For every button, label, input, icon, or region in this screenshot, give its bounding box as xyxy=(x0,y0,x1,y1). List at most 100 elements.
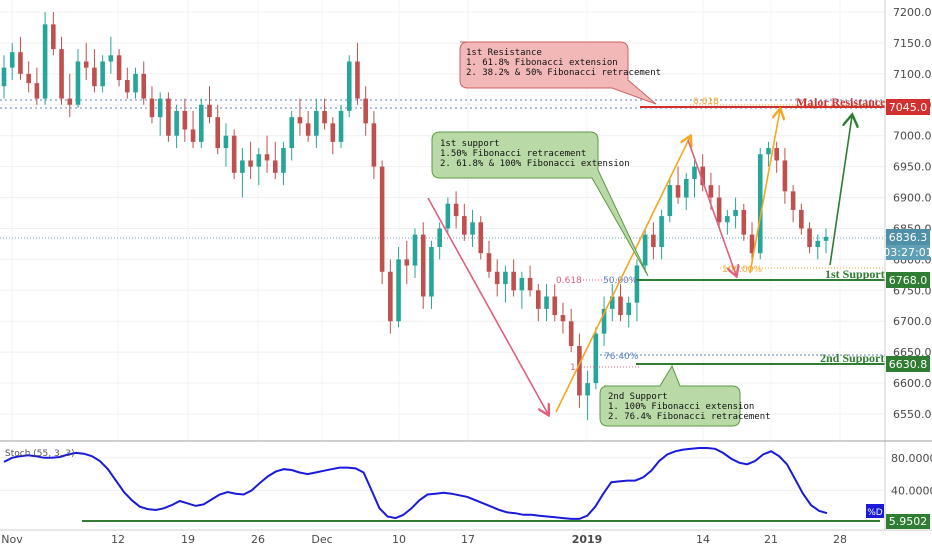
down-arrow-2 xyxy=(687,139,736,275)
time-tick-12: 12 xyxy=(111,533,125,546)
candle-body-81 xyxy=(667,185,673,217)
candle-body-71 xyxy=(585,383,590,396)
candle-body-22 xyxy=(182,110,188,130)
candlesticks xyxy=(1,12,829,421)
candle-body-20 xyxy=(166,98,171,136)
candle-body-38 xyxy=(314,110,319,136)
stoch-line xyxy=(3,447,828,520)
candle-body-40 xyxy=(330,123,336,142)
time-tick-28: 28 xyxy=(833,533,847,546)
candle-body-5 xyxy=(42,24,48,99)
candle-body-53 xyxy=(437,228,442,248)
candle-body-78 xyxy=(642,234,648,266)
stoch-value-tag-text: 5.9502 xyxy=(889,515,928,528)
candle-body-52 xyxy=(429,247,434,297)
candle-body-4 xyxy=(34,83,40,99)
candle-body-10 xyxy=(83,61,89,68)
candle-body-94 xyxy=(774,148,779,161)
time-tick-17: 17 xyxy=(461,533,475,546)
candle-body-54 xyxy=(445,203,451,229)
second-support-callout: 2nd Support 1. 100% Fibonacci extension … xyxy=(599,364,771,427)
fib-label-1: 1 xyxy=(570,363,576,373)
second-support-callout-line-1: 2nd Support xyxy=(608,392,668,402)
candle-body-95 xyxy=(782,160,788,192)
candle-body-68 xyxy=(560,315,566,322)
candle-body-69 xyxy=(568,321,574,346)
candle-body-34 xyxy=(281,148,286,173)
candle-body-47 xyxy=(388,271,393,322)
price-tick-6900: 6900.0 xyxy=(893,192,932,205)
grid-lines xyxy=(0,0,885,441)
second-support-tag xyxy=(886,356,930,372)
candle-body-56 xyxy=(462,216,467,235)
candle-body-70 xyxy=(577,345,582,396)
candle-body-35 xyxy=(289,117,294,149)
candle-body-65 xyxy=(536,290,541,309)
candle-body-92 xyxy=(757,154,763,254)
major-resistance-label: Major Resistance xyxy=(796,95,886,109)
up-arrow-1 xyxy=(555,137,690,413)
time-axis[interactable]: Nov 12 19 26 Dec 10 17 2019 14 21 28 xyxy=(1,533,847,546)
projection-arrow xyxy=(829,116,852,266)
candle-body-49 xyxy=(404,259,410,266)
candle-body-91 xyxy=(749,234,755,254)
candle-body-79 xyxy=(651,234,656,248)
candle-body-30 xyxy=(248,160,253,167)
candle-body-84 xyxy=(692,166,697,179)
resistance-callout: 1st Resistance 1. 61.8% Fibonacci extens… xyxy=(459,41,661,105)
candle-body-18 xyxy=(149,98,155,118)
stoch-tick-80: 80.0000 xyxy=(891,452,932,465)
candle-body-80 xyxy=(659,216,664,248)
second-support-label: 2nd Support xyxy=(820,351,884,365)
candle-body-3 xyxy=(26,73,31,84)
candle-body-14 xyxy=(116,55,122,81)
fib-label-0618: 0.618 xyxy=(556,276,582,286)
candle-body-6 xyxy=(51,24,56,50)
up-arrow-2 xyxy=(749,110,780,274)
time-tick-14: 14 xyxy=(696,533,710,546)
candle-body-58 xyxy=(478,222,484,254)
candle-body-44 xyxy=(363,98,368,124)
stoch-grid xyxy=(0,457,885,491)
candle-body-87 xyxy=(716,197,722,223)
candle-body-48 xyxy=(396,259,401,322)
candle-body-90 xyxy=(741,209,747,235)
stoch-indicator-label[interactable]: Stoch (55, 3, 3) xyxy=(5,449,75,459)
price-tick-6700: 6700.0 xyxy=(893,315,932,328)
countdown-tag-text: 03:27:01 xyxy=(883,246,932,259)
candle-body-2 xyxy=(18,52,23,74)
stoch-tick-40: 40.0000 xyxy=(891,484,932,497)
time-tick-21: 21 xyxy=(764,533,778,546)
candle-body-11 xyxy=(92,67,97,87)
price-tick-7100: 7100.0 xyxy=(893,68,932,81)
resistance-callout-line-3: 2. 38.2% & 50% Fibonacci retracement xyxy=(466,68,661,78)
candle-body-28 xyxy=(231,135,237,173)
candle-body-63 xyxy=(519,277,525,291)
candle-body-50 xyxy=(412,234,418,266)
candle-body-36 xyxy=(297,117,303,124)
candle-body-17 xyxy=(141,73,147,99)
fib-label-7640: 76.40% xyxy=(604,352,639,362)
candle-body-73 xyxy=(601,308,607,334)
candle-body-57 xyxy=(470,222,475,235)
candle-body-29 xyxy=(240,160,245,173)
candle-body-96 xyxy=(790,191,796,210)
resistance-callout-line-2: 1. 61.8% Fibonacci extension xyxy=(466,58,618,68)
candle-body-83 xyxy=(683,178,689,198)
candle-body-26 xyxy=(215,117,221,149)
candle-body-67 xyxy=(552,296,558,316)
candle-body-77 xyxy=(634,265,640,303)
first-support-callout-line-3: 2. 61.8% & 100% Fibonacci extension xyxy=(440,159,630,169)
candle-body-88 xyxy=(725,216,730,223)
candle-body-85 xyxy=(700,166,705,186)
candle-body-64 xyxy=(527,277,533,291)
second-support-callout-line-3: 2. 76.4% Fibonacci retracement xyxy=(608,412,771,422)
candle-body-62 xyxy=(511,271,516,291)
candle-body-55 xyxy=(453,203,459,217)
candle-body-15 xyxy=(125,80,130,93)
price-tick-6950: 6950.0 xyxy=(893,161,932,174)
fib-label-ext-0618: 0.618 xyxy=(693,97,719,107)
time-tick-2019: 2019 xyxy=(572,533,603,546)
first-support-callout-line-2: 1.50% Fibonacci retracement xyxy=(440,149,586,159)
